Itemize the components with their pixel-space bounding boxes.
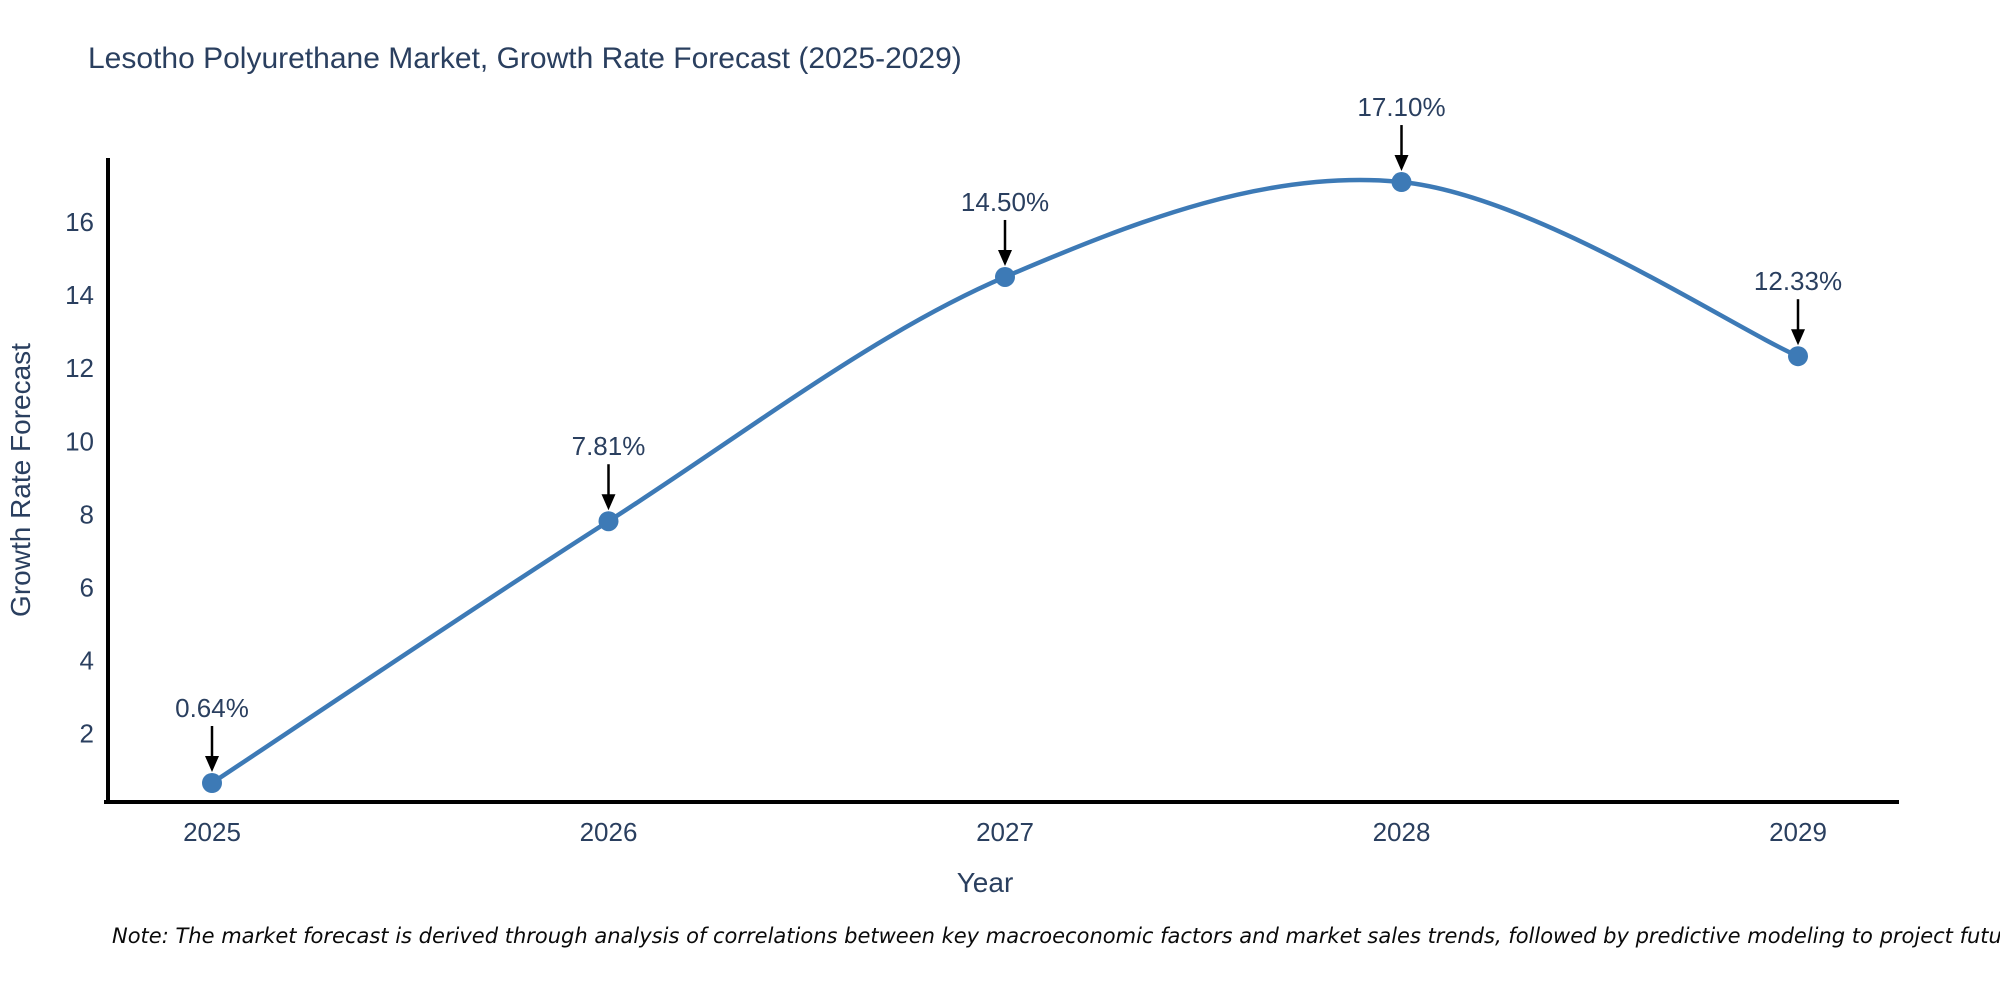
x-tick-label: 2025 (183, 817, 241, 847)
point-annotation: 7.81% (572, 431, 646, 461)
y-axis-title: Growth Rate Forecast (5, 343, 36, 617)
data-point-marker[interactable] (598, 511, 619, 532)
x-tick-label: 2026 (580, 817, 638, 847)
annotation-arrowhead (998, 249, 1012, 266)
y-tick-label: 8 (80, 499, 94, 529)
y-tick-label: 16 (65, 207, 94, 237)
point-annotation: 0.64% (175, 693, 249, 723)
y-tick-label: 6 (80, 572, 94, 602)
annotation-arrowhead (601, 494, 616, 511)
annotation-arrowhead (1791, 329, 1805, 346)
y-tick-label: 2 (80, 718, 94, 748)
point-annotation: 14.50% (961, 187, 1049, 217)
x-tick-label: 2029 (1769, 817, 1827, 847)
y-tick-label: 4 (80, 645, 94, 675)
x-axis-title: Year (957, 867, 1014, 898)
y-tick-label: 12 (65, 353, 94, 383)
annotation-arrowhead (1394, 155, 1409, 172)
x-tick-label: 2027 (976, 817, 1034, 847)
point-annotation: 12.33% (1754, 266, 1842, 296)
data-point-marker[interactable] (202, 773, 222, 793)
data-point-marker[interactable] (1391, 172, 1412, 193)
footnote: Note: The market forecast is derived thr… (112, 924, 2000, 948)
chart-title: Lesotho Polyurethane Market, Growth Rate… (88, 42, 962, 75)
x-tick-label: 2028 (1373, 817, 1431, 847)
data-point-marker[interactable] (995, 266, 1015, 287)
data-point-marker[interactable] (1788, 346, 1808, 367)
y-tick-label: 10 (65, 426, 94, 456)
y-tick-label: 14 (65, 280, 94, 310)
point-annotation: 17.10% (1357, 92, 1445, 122)
annotation-arrowhead (205, 756, 219, 772)
